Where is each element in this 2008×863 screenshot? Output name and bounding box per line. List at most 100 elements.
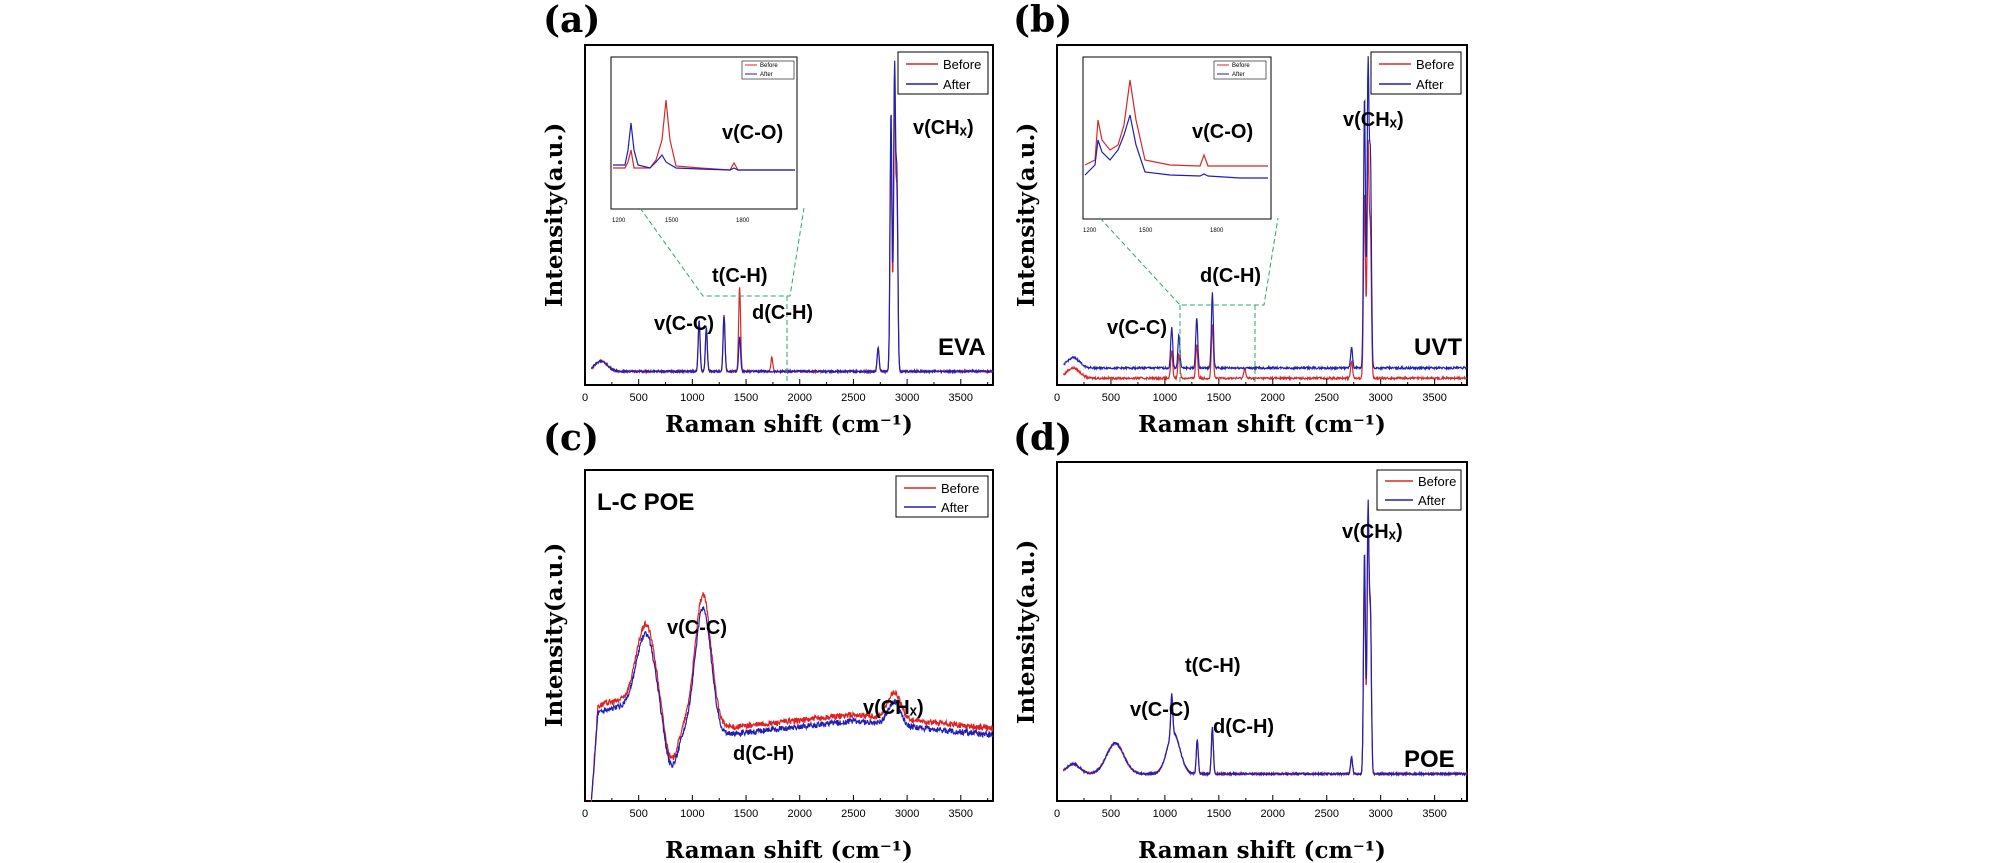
x-tick-label: 3500 bbox=[1422, 392, 1446, 404]
x-tick-label: 0 bbox=[582, 392, 588, 404]
x-tick-label: 0 bbox=[582, 808, 588, 820]
x-tick-label: 1500 bbox=[734, 808, 758, 820]
inset-curve-before bbox=[1084, 79, 1268, 167]
inset-legend-label-before: Before bbox=[1232, 63, 1250, 69]
x-tick-label: 1000 bbox=[680, 392, 704, 404]
x-tick-label: 500 bbox=[1102, 808, 1120, 820]
spectrum-line-before bbox=[590, 592, 994, 803]
x-tick-label: 3500 bbox=[949, 808, 973, 820]
annotation-tch: t(C-H) bbox=[1185, 655, 1241, 677]
x-tick-label: 2500 bbox=[841, 392, 865, 404]
x-axis-title: Raman shift (cm⁻¹) bbox=[1138, 837, 1386, 863]
inset-frame bbox=[1082, 56, 1272, 220]
inset-curve-after bbox=[613, 122, 795, 171]
annotation-vcc: v(C-C) bbox=[654, 313, 714, 335]
inset-curve-before bbox=[613, 99, 795, 171]
x-tick-label: 2500 bbox=[1314, 808, 1338, 820]
inset-legend-label-before: Before bbox=[760, 63, 778, 69]
x-tick-label: 2500 bbox=[841, 808, 865, 820]
panel-label-a: (a) bbox=[543, 0, 600, 41]
plot-frame bbox=[1056, 44, 1468, 386]
annotation-dch: d(C-H) bbox=[733, 743, 794, 765]
x-tick-label: 500 bbox=[630, 392, 648, 404]
sample-label: UVT bbox=[1414, 334, 1462, 361]
inset-tick: 1200 bbox=[1083, 228, 1097, 234]
spectrum-line-after bbox=[590, 60, 994, 375]
x-tick-label: 1500 bbox=[734, 392, 758, 404]
panel-c: 0 500 1000 1500 2000 2500 3000 3500 Raman shift… bbox=[541, 469, 994, 863]
spectrum-line-after bbox=[590, 606, 994, 799]
inset-annotation-vco: v(C-O) bbox=[1192, 121, 1253, 143]
inset-zoom-connector bbox=[1099, 217, 1279, 306]
x-tick-label: 2000 bbox=[1261, 808, 1285, 820]
plot-frame bbox=[1056, 461, 1468, 802]
annotation-vchx: v(CHₓ) bbox=[863, 697, 924, 719]
legend-label-after: After bbox=[941, 500, 969, 515]
spectrum-curves bbox=[590, 592, 994, 803]
inset-tick: 1800 bbox=[736, 218, 750, 224]
x-tick-label: 3000 bbox=[1368, 392, 1392, 404]
inset-legend-label-after: After bbox=[1232, 72, 1245, 78]
x-tick-label: 2000 bbox=[1261, 392, 1285, 404]
panel-d: 0 500 1000 1500 2000 2500 3000 3500 Raman shift… bbox=[1013, 461, 1468, 863]
legend-box bbox=[1376, 469, 1462, 511]
x-tick-label: 2000 bbox=[787, 808, 811, 820]
x-tick-label: 1000 bbox=[680, 808, 704, 820]
x-tick-label: 1500 bbox=[1207, 808, 1231, 820]
inset-tick: 1500 bbox=[1139, 228, 1153, 234]
x-tick-label: 3500 bbox=[1422, 808, 1446, 820]
spectrum-curves bbox=[1062, 56, 1468, 382]
plot-frame bbox=[584, 44, 994, 386]
inset-annotation-vco: v(C-O) bbox=[722, 122, 783, 144]
spectrum-curves bbox=[590, 60, 994, 375]
x-tick-label: 3000 bbox=[895, 808, 919, 820]
y-axis-title: Intensity(a.u.) bbox=[541, 123, 568, 308]
sample-label: L-C POE bbox=[597, 489, 694, 516]
legend-box bbox=[895, 475, 989, 518]
inset-curve-after bbox=[1084, 114, 1268, 179]
x-tick-label: 2500 bbox=[1314, 392, 1338, 404]
annotation-vcc: v(C-C) bbox=[1130, 699, 1190, 721]
x-tick-label: 0 bbox=[1054, 808, 1060, 820]
legend-label-after: After bbox=[1418, 493, 1446, 508]
x-axis-ticks: 0 500 1000 1500 2000 2500 3000 3500 bbox=[1054, 795, 1463, 820]
annotation-dch: d(C-H) bbox=[1213, 716, 1274, 738]
x-axis-title: Raman shift (cm⁻¹) bbox=[665, 837, 913, 863]
annotation-dch: d(C-H) bbox=[1200, 265, 1261, 287]
spectrum-line-after bbox=[1063, 499, 1468, 778]
annotation-vchx: v(CHₓ) bbox=[913, 117, 974, 139]
inset-tick: 1800 bbox=[1210, 228, 1224, 234]
annotation-vchx: v(CHₓ) bbox=[1342, 521, 1403, 543]
inset-tick: 1500 bbox=[665, 218, 679, 224]
annotation-tch: t(C-H) bbox=[712, 265, 768, 287]
annotation-vcc: v(C-C) bbox=[1107, 317, 1167, 339]
plot-frame bbox=[584, 469, 994, 802]
inset-frame bbox=[610, 56, 798, 210]
spectrum-curves bbox=[1062, 499, 1468, 778]
x-axis-title: Raman shift (cm⁻¹) bbox=[1138, 411, 1386, 438]
inset-tick: 1200 bbox=[612, 218, 626, 224]
x-tick-label: 1500 bbox=[1207, 392, 1231, 404]
panel-label-c: (c) bbox=[543, 417, 599, 459]
x-tick-label: 2000 bbox=[787, 392, 811, 404]
annotation-dch: d(C-H) bbox=[752, 302, 813, 324]
x-tick-label: 500 bbox=[630, 808, 648, 820]
panel-a: 0 500 1000 1500 2000 2500 3000 3500 Raman shift… bbox=[541, 44, 994, 438]
x-tick-label: 1000 bbox=[1153, 392, 1177, 404]
x-tick-label: 3000 bbox=[895, 392, 919, 404]
legend-label-after: After bbox=[1416, 77, 1444, 92]
panel-label-b: (b) bbox=[1013, 0, 1072, 41]
x-tick-label: 3500 bbox=[949, 392, 973, 404]
spectrum-line-after bbox=[1063, 56, 1468, 372]
annotation-vcc: v(C-C) bbox=[667, 617, 727, 639]
x-tick-label: 1000 bbox=[1153, 808, 1177, 820]
x-axis-ticks: 0 500 1000 1500 2000 2500 3000 3500 bbox=[1054, 379, 1463, 404]
x-tick-label: 500 bbox=[1102, 392, 1120, 404]
legend-box bbox=[1370, 51, 1462, 95]
annotation-vchx: v(CHₓ) bbox=[1343, 109, 1404, 131]
sample-label: EVA bbox=[938, 334, 986, 361]
spectrum-line-before bbox=[1062, 139, 1468, 382]
legend-label-before: Before bbox=[1418, 474, 1456, 489]
sample-label: POE bbox=[1404, 746, 1455, 773]
